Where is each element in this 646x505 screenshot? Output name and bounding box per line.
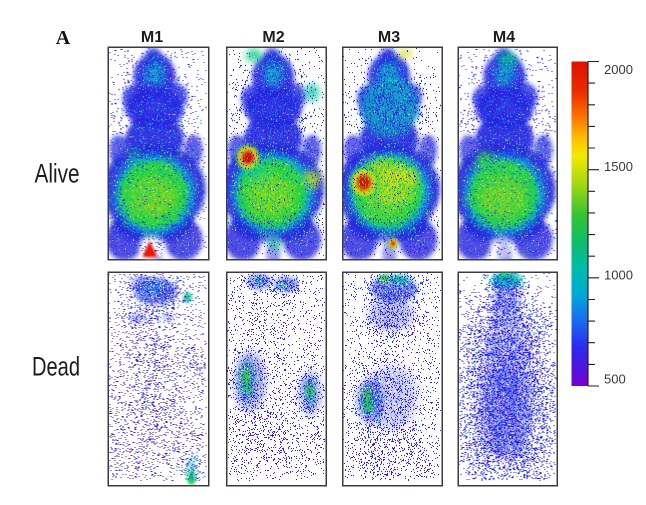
svg-text:Dead: Dead — [32, 352, 80, 382]
svg-text:M3: M3 — [378, 29, 400, 46]
svg-text:1000: 1000 — [604, 267, 633, 282]
svg-text:500: 500 — [604, 372, 626, 387]
svg-text:1500: 1500 — [604, 159, 633, 174]
svg-text:Alive: Alive — [35, 159, 80, 189]
svg-text:M1: M1 — [141, 29, 163, 46]
svg-text:2000: 2000 — [604, 62, 633, 77]
svg-text:A: A — [56, 27, 71, 49]
svg-text:M4: M4 — [493, 29, 515, 46]
svg-text:M2: M2 — [262, 29, 284, 46]
